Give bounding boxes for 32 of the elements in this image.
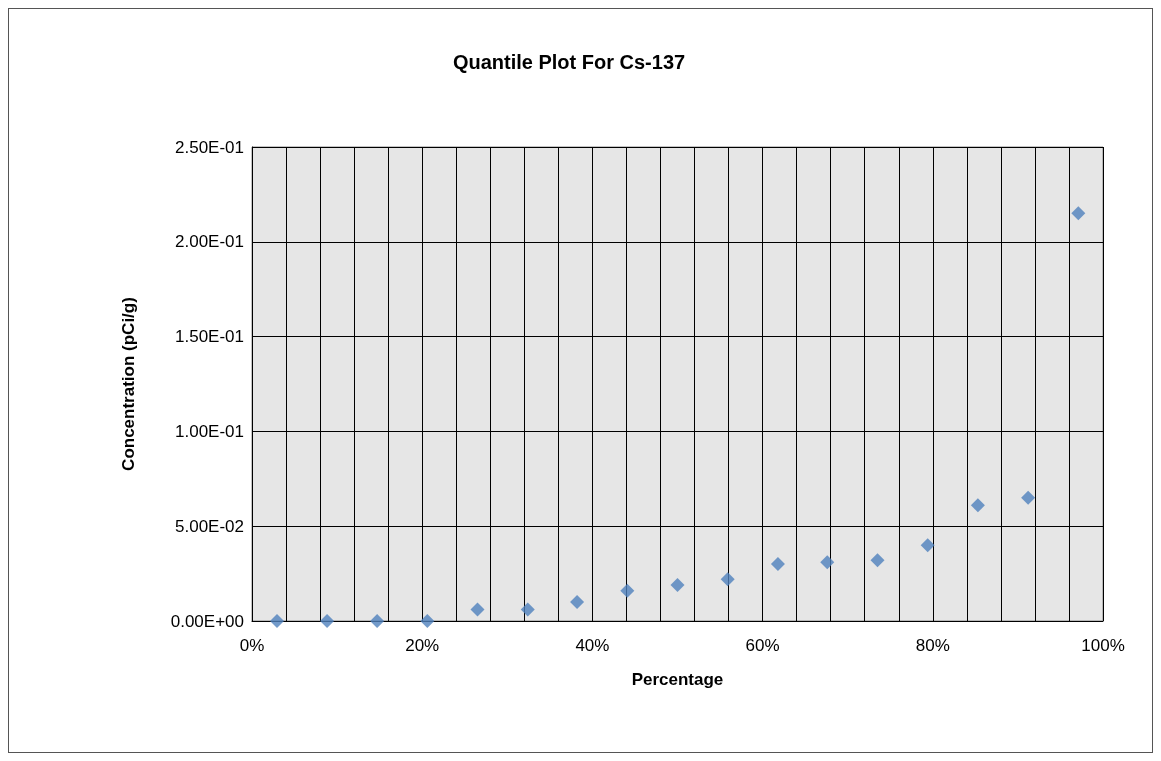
point [1021, 490, 1036, 505]
point [870, 553, 885, 568]
point [320, 614, 335, 628]
point [570, 595, 585, 610]
point [820, 555, 835, 570]
y-tick-label: 1.50E-01 [175, 327, 244, 347]
point [270, 614, 285, 628]
point [470, 602, 485, 617]
point [1071, 206, 1086, 221]
point [770, 557, 785, 572]
x-tick-label: 20% [405, 636, 440, 655]
point [920, 538, 935, 553]
x-axis-title: Percentage [631, 670, 724, 689]
y-tick-label: 1.00E-01 [175, 421, 244, 441]
y-tick-label: 0.00E+00 [170, 611, 244, 631]
y-tick-label: 2.00E-01 [175, 232, 244, 252]
point [420, 614, 435, 628]
x-tick-label: 40% [575, 636, 610, 655]
point [370, 614, 385, 628]
y-tick-label: 5.00E-02 [175, 516, 244, 536]
x-tick-label: 80% [915, 636, 950, 655]
x-tick-label: 100% [1081, 636, 1125, 655]
y-tick-label: 2.50E-01 [175, 137, 244, 157]
x-tick-label: 60% [745, 636, 780, 655]
point [520, 602, 535, 617]
y-axis-title: Concentration (pCi/g) [119, 297, 138, 471]
point [620, 583, 635, 598]
point [670, 577, 685, 592]
point [720, 572, 735, 587]
x-tick-label: 0% [239, 636, 265, 655]
point [970, 498, 985, 513]
chart-title: Quantile Plot For Cs-137 [452, 51, 686, 73]
